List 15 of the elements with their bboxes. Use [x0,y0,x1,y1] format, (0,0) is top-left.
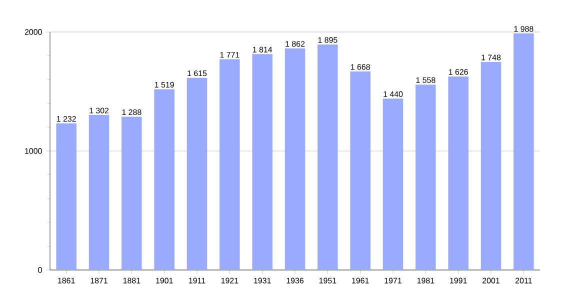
bar [480,62,502,270]
bar [416,84,436,270]
bar [448,76,468,270]
bar [88,115,110,270]
bar [122,116,142,270]
bar [186,78,208,270]
bar [154,89,174,270]
bar [252,54,272,270]
bar [382,98,404,270]
bar [284,48,306,270]
bar [350,72,370,270]
bar [56,123,76,270]
bar [220,59,240,270]
bar [514,33,534,270]
bar [318,44,338,270]
